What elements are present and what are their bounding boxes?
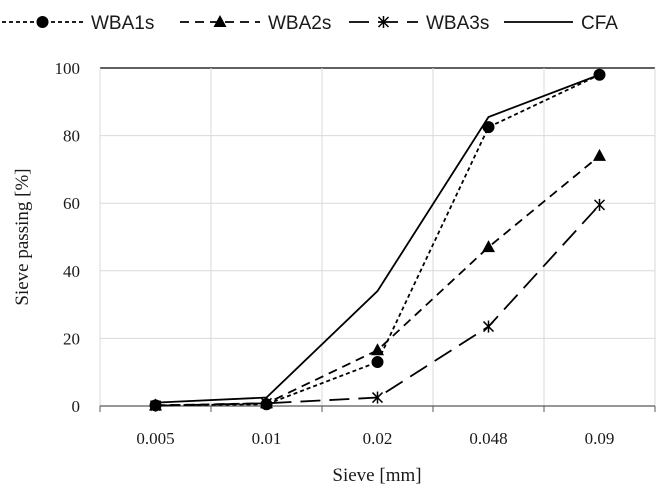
legend-label-WBA2s: WBA2s xyxy=(268,13,331,34)
legend-marker-WBA3s xyxy=(377,16,390,28)
series-line-WBA1s xyxy=(155,73,600,407)
legend-label-CFA: CFA xyxy=(581,13,618,34)
legend-item-CFA: CFA xyxy=(504,13,618,34)
y-tick-label-60: 60 xyxy=(63,194,80,213)
series-WBA1s xyxy=(149,68,606,412)
grid xyxy=(99,67,656,407)
point-WBA2s-3 xyxy=(482,240,495,253)
legend-item-WBA1s: WBA1s xyxy=(2,13,154,34)
legend-marker-WBA2s xyxy=(213,15,227,27)
point-WBA3s-1 xyxy=(260,397,273,410)
tick-labels: 0 20 40 60 80 100 0.005 0.01 0.02 0.048 0.09 xyxy=(55,59,615,448)
legend-item-WBA2s: WBA2s xyxy=(180,13,331,34)
series-line-WBA3s xyxy=(155,204,601,407)
y-axis-title: Sieve passing [%] xyxy=(12,168,33,305)
legend-label-WBA3s: WBA3s xyxy=(426,13,489,34)
x-tick-label-1: 0.01 xyxy=(252,429,282,448)
x-tick-label-3: 0.048 xyxy=(469,429,507,448)
y-tick-label-100: 100 xyxy=(55,59,81,78)
x-tick-label-2: 0.02 xyxy=(363,429,393,448)
series-layer xyxy=(149,68,606,412)
legend-marker-WBA1s xyxy=(36,16,49,28)
y-tick-label-20: 20 xyxy=(63,329,80,348)
point-WBA3s-4 xyxy=(593,198,606,211)
y-tick-label-0: 0 xyxy=(72,397,81,416)
series-line-CFA xyxy=(155,73,600,404)
point-WBA2s-2 xyxy=(371,343,384,356)
series-WBA2s xyxy=(149,148,606,411)
point-WBA1s-2 xyxy=(371,356,384,369)
x-axis-title: Sieve [mm] xyxy=(332,465,421,486)
x-tick-label-0: 0.005 xyxy=(136,429,174,448)
legend-item-WBA3s: WBA3s xyxy=(349,13,489,34)
axes xyxy=(99,405,656,412)
point-WBA1s-3 xyxy=(482,121,495,134)
point-WBA3s-3 xyxy=(482,320,495,333)
series-CFA xyxy=(155,73,600,404)
legend-label-WBA1s: WBA1s xyxy=(91,13,154,34)
legend: WBA1s WBA2s WBA3s CFA xyxy=(2,13,618,34)
series-WBA3s xyxy=(149,198,606,412)
point-WBA2s-4 xyxy=(593,148,606,161)
point-WBA3s-2 xyxy=(371,391,384,404)
y-tick-label-40: 40 xyxy=(63,262,80,281)
x-tick-label-4: 0.09 xyxy=(585,429,615,448)
y-tick-label-80: 80 xyxy=(63,127,80,146)
